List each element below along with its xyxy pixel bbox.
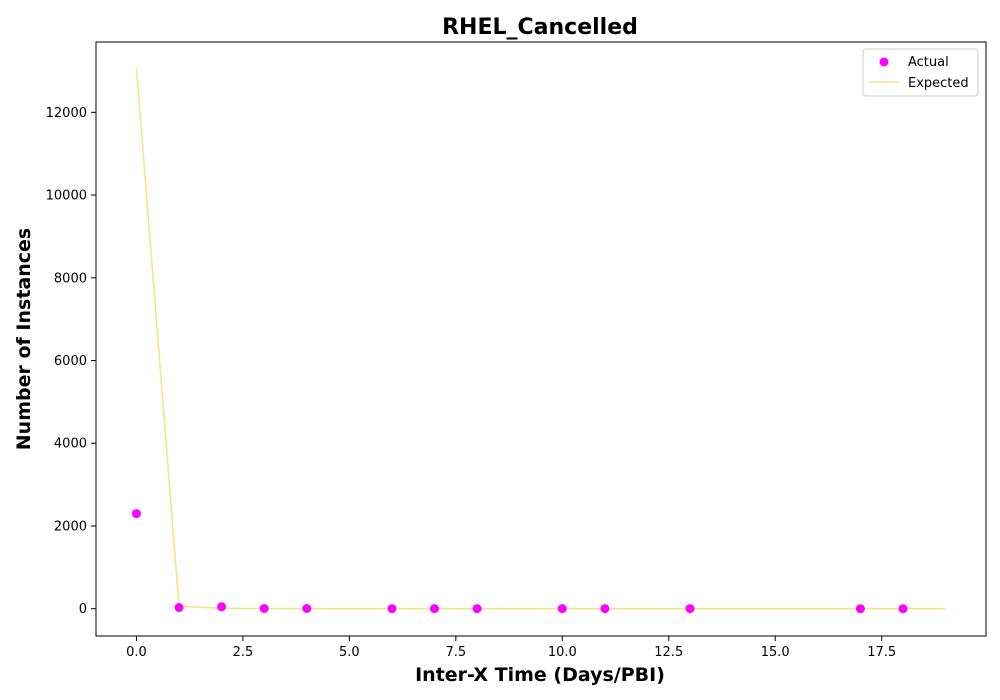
x-tick-label: 2.5 bbox=[233, 645, 254, 660]
actual-point bbox=[855, 604, 865, 614]
legend-label-expected: Expected bbox=[908, 76, 969, 91]
legend-label-actual: Actual bbox=[908, 55, 949, 70]
actual-point bbox=[132, 509, 141, 519]
y-axis-label: Number of Instances bbox=[13, 228, 35, 450]
y-tick-label: 6000 bbox=[54, 354, 87, 369]
actual-point bbox=[557, 604, 567, 614]
actual-point bbox=[898, 604, 908, 614]
x-tick-label: 15.0 bbox=[761, 645, 790, 660]
actual-point bbox=[174, 603, 184, 612]
actual-point bbox=[472, 604, 482, 614]
actual-point bbox=[600, 604, 610, 614]
x-axis: 0.0 2.5 5.0 7.5 10.0 12.5 15.0 17.5 bbox=[126, 636, 896, 660]
x-tick-label: 12.5 bbox=[654, 645, 683, 660]
legend-marker-actual bbox=[879, 57, 889, 67]
y-tick-label: 0 bbox=[79, 602, 87, 617]
y-axis: 0 2000 4000 6000 8000 10000 12000 bbox=[46, 106, 96, 617]
x-tick-label: 5.0 bbox=[339, 645, 360, 660]
y-tick-label: 10000 bbox=[46, 189, 87, 204]
actual-point bbox=[430, 604, 439, 614]
x-tick-label: 10.0 bbox=[548, 645, 577, 660]
actual-point bbox=[217, 602, 227, 612]
expected-line bbox=[135, 68, 946, 610]
y-tick-label: 2000 bbox=[54, 519, 87, 534]
actual-point bbox=[259, 604, 269, 613]
chart-title: RHEL_Cancelled bbox=[442, 15, 638, 40]
y-tick-label: 8000 bbox=[54, 271, 87, 286]
y-tick-label: 12000 bbox=[46, 106, 87, 121]
actual-point bbox=[387, 604, 397, 614]
legend-frame bbox=[862, 48, 979, 97]
y-tick-label: 4000 bbox=[54, 437, 87, 452]
actual-series bbox=[132, 509, 908, 614]
plot-area bbox=[95, 41, 987, 637]
actual-point bbox=[302, 604, 312, 613]
actual-point bbox=[685, 604, 695, 614]
x-axis-label: Inter-X Time (Days/PBI) bbox=[415, 664, 665, 686]
expected-series bbox=[135, 68, 946, 610]
legend: Actual Expected bbox=[862, 48, 979, 97]
x-tick-label: 17.5 bbox=[867, 645, 896, 660]
x-tick-label: 0.0 bbox=[126, 645, 147, 660]
x-tick-label: 7.5 bbox=[445, 645, 466, 660]
